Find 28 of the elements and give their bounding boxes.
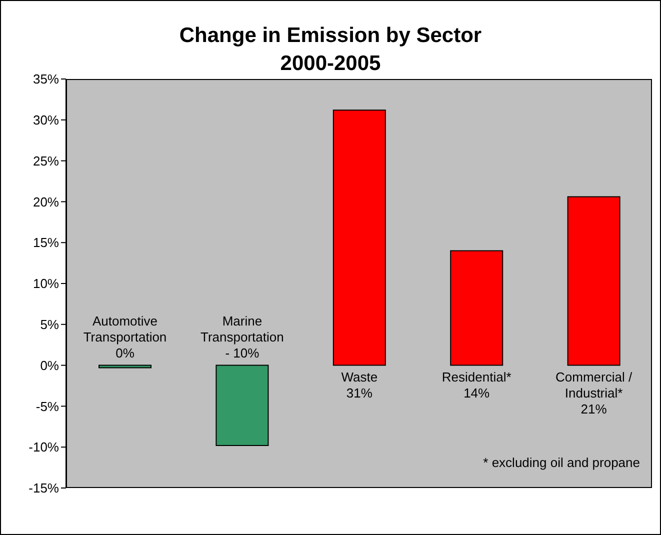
x-tick-label: Residential*: [442, 369, 512, 384]
y-tick-label: 35%: [32, 72, 60, 87]
bar: [450, 250, 504, 366]
chart-title: Change in Emission by Sector 2000-2005: [179, 24, 482, 75]
data-label: 14%: [464, 385, 490, 400]
y-tick-label: 30%: [32, 112, 60, 128]
bar: [332, 110, 386, 366]
y-tick-label: 15%: [32, 235, 60, 250]
y-tick-label: 5%: [40, 317, 60, 332]
y-tick-label: 25%: [32, 153, 60, 168]
y-tick-label: 20%: [32, 194, 60, 210]
data-label: 21%: [580, 401, 608, 416]
data-label: 31%: [346, 385, 373, 400]
y-tick-label: -5%: [36, 398, 60, 414]
y-tick-label: 10%: [32, 276, 60, 292]
y-tick-label: -10%: [28, 440, 60, 455]
bar: [98, 364, 152, 368]
bar: [567, 196, 620, 366]
data-label: 0%: [116, 345, 135, 360]
x-tick-label: Automotive Transportation: [83, 313, 167, 344]
x-tick-label: Commercial / Industrial*: [556, 369, 632, 400]
x-tick-label: Marine Transportation: [200, 313, 284, 344]
annotation: * excluding oil and propane: [483, 455, 640, 470]
y-tick-label: -15%: [28, 480, 60, 496]
data-label: - 10%: [225, 345, 260, 360]
y-tick-label: 0%: [40, 358, 60, 373]
x-tick-label: Waste: [341, 369, 378, 384]
bar: [216, 364, 269, 446]
